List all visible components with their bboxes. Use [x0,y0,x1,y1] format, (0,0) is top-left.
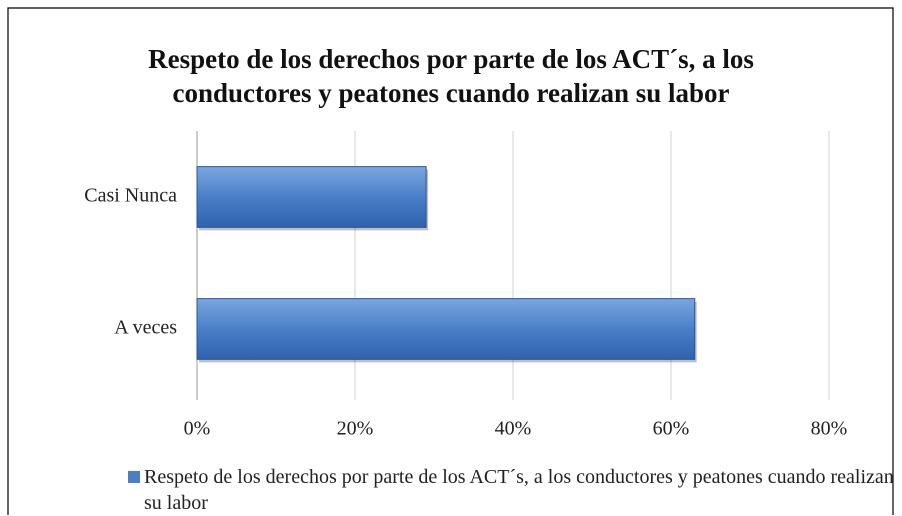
chart-border [7,7,894,515]
x-tick-label: 80% [811,418,848,440]
bar [196,298,696,360]
bar [196,166,427,228]
legend-label: Respeto de los derechos por parte de los… [144,466,894,514]
x-tick-label: 40% [495,418,532,440]
legend: Respeto de los derechos por parte de los… [128,464,902,516]
x-tick-label: 0% [184,418,211,440]
x-tick-label: 60% [653,418,690,440]
x-tick-label: 20% [337,418,374,440]
chart-title: Respeto de los derechos por parte de los… [148,44,754,108]
y-tick-label: Casi Nunca [84,185,177,207]
legend-key [128,471,140,483]
y-tick-label: A veces [114,317,177,339]
